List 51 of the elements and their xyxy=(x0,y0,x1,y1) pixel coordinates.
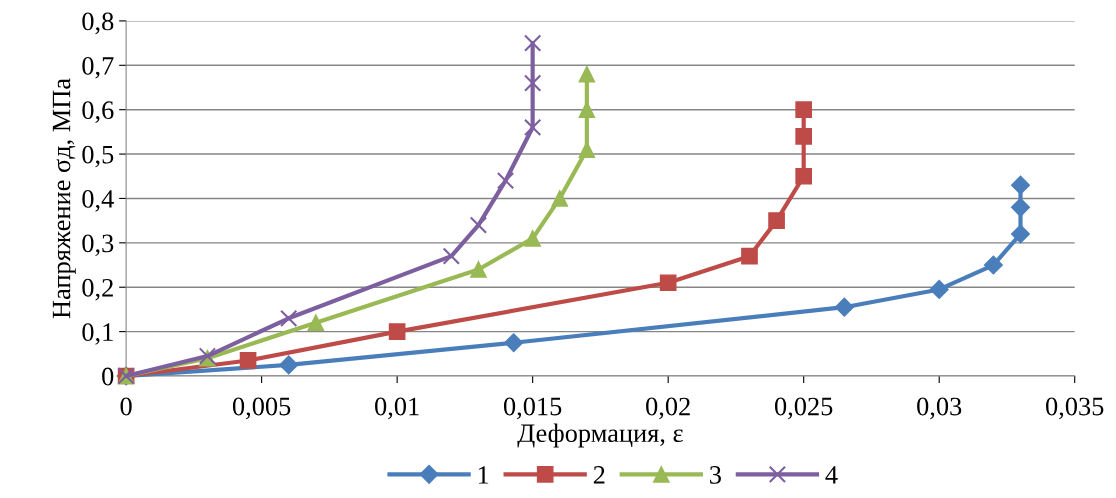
y-tick-label: 0,1 xyxy=(82,323,113,345)
x-tick-label: 0,01 xyxy=(375,397,419,420)
point xyxy=(523,118,542,137)
point xyxy=(578,65,596,83)
point xyxy=(496,172,515,190)
x-tick-label: 0,025 xyxy=(775,397,833,420)
point xyxy=(307,314,325,332)
point xyxy=(279,355,299,375)
point xyxy=(524,230,541,247)
x-tick-label: 0,015 xyxy=(503,397,562,420)
point xyxy=(442,247,461,265)
x-tick-label: 0,03 xyxy=(917,397,962,420)
y-axis-title: Напряжение σд, МПа xyxy=(52,78,76,319)
point xyxy=(741,247,758,265)
y-tick-label: 0,4 xyxy=(82,190,114,212)
point xyxy=(239,352,257,369)
x-tick-label: 0 xyxy=(120,397,132,416)
point xyxy=(795,167,813,185)
point xyxy=(795,101,813,119)
point xyxy=(1010,224,1031,244)
point xyxy=(523,34,542,52)
point xyxy=(504,333,524,353)
point xyxy=(469,216,488,234)
point xyxy=(470,261,487,278)
point xyxy=(523,74,542,92)
x-tick-label: 0,035 xyxy=(1046,397,1104,420)
y-tick-label: 0,5 xyxy=(82,145,114,168)
y-tick-label: 0 xyxy=(102,367,114,386)
x-tick-label: 0,005 xyxy=(232,397,291,420)
point xyxy=(388,323,406,340)
y-tick-label: 0,2 xyxy=(82,278,113,301)
point xyxy=(795,127,813,145)
y-tick-label: 0,6 xyxy=(82,101,114,123)
x-axis-title: Деформация, ε xyxy=(517,423,683,448)
point xyxy=(929,279,949,299)
x-tick-label: 0,02 xyxy=(646,397,690,420)
point xyxy=(983,255,1003,275)
point xyxy=(1010,197,1031,217)
y-tick-label: 0,3 xyxy=(82,234,114,257)
point xyxy=(551,190,569,207)
legend-label: 4 xyxy=(825,466,838,484)
y-tick-label: 0,8 xyxy=(82,12,114,35)
point xyxy=(834,297,854,317)
y-tick-label: 0,7 xyxy=(82,56,114,79)
point xyxy=(1010,175,1031,195)
point xyxy=(768,212,785,229)
legend-label: 2 xyxy=(593,466,605,484)
legend-label: 3 xyxy=(710,466,721,484)
point xyxy=(659,274,677,292)
point xyxy=(280,309,298,327)
legend-label: 1 xyxy=(478,466,489,484)
